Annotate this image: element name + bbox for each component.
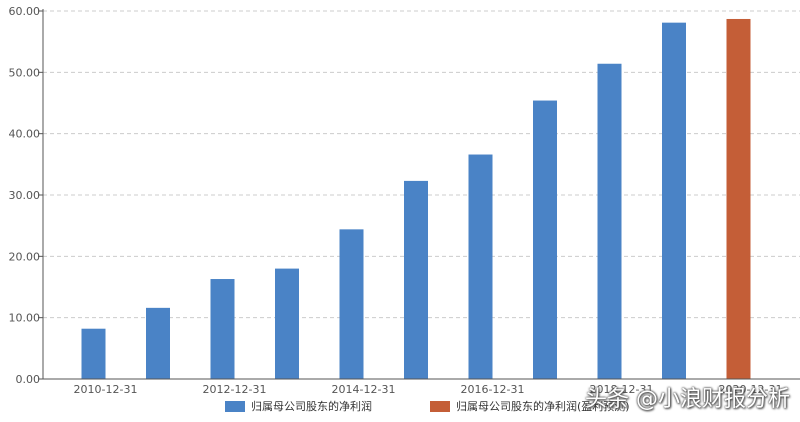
bar xyxy=(726,18,751,380)
y-tick-label: 30.00 xyxy=(9,189,41,202)
bar xyxy=(404,180,428,379)
bars xyxy=(81,18,751,380)
watermark: 头条 @小浪财报分析 xyxy=(585,387,790,412)
x-tick-label: 2012-12-31 xyxy=(203,383,267,396)
y-tick-label: 40.00 xyxy=(9,128,41,141)
x-tick-label: 2016-12-31 xyxy=(461,383,525,396)
legend-swatch-forecast xyxy=(430,400,450,412)
bar xyxy=(275,268,299,379)
bar xyxy=(210,279,235,379)
bar xyxy=(81,328,106,379)
legend-label-actual: 归属母公司股东的净利润 xyxy=(251,400,372,413)
x-tick-label: 2020-12-31 xyxy=(719,383,783,396)
x-axis-ticks: 2010-12-31 2012-12-31 2014-12-31 2016-12-31… xyxy=(74,383,783,396)
x-tick-label: 2018-12-31 xyxy=(590,383,654,396)
x-tick-label: 2010-12-31 xyxy=(74,383,138,396)
bar xyxy=(533,100,557,380)
bar xyxy=(662,22,686,380)
legend-swatch-actual xyxy=(225,400,245,412)
bar xyxy=(468,154,493,379)
y-tick-label: 10.00 xyxy=(9,312,41,325)
bar-chart: 0.00 10.00 20.00 30.00 40.00 50.00 60.00 2010-… xyxy=(9,5,800,396)
y-tick-label: 50.00 xyxy=(9,66,41,79)
y-tick-label: 20.00 xyxy=(9,250,41,263)
legend-item-forecast[interactable]: 归属母公司股东的净利润(盈利预测) xyxy=(430,398,630,414)
y-tick-label: 60.00 xyxy=(9,5,41,18)
x-tick-label: 2014-12-31 xyxy=(332,383,396,396)
legend-item-actual[interactable]: 归属母公司股东的净利润 xyxy=(225,398,372,414)
legend-label-forecast: 归属母公司股东的净利润(盈利预测) xyxy=(456,400,630,413)
y-tick-label: 0.00 xyxy=(16,373,41,386)
bar xyxy=(339,229,364,379)
bar xyxy=(146,307,170,379)
bar xyxy=(597,63,622,379)
legend: 归属母公司股东的净利润 归属母公司股东的净利润(盈利预测) xyxy=(0,398,800,418)
y-axis-ticks: 0.00 10.00 20.00 30.00 40.00 50.00 60.00 xyxy=(9,5,43,386)
